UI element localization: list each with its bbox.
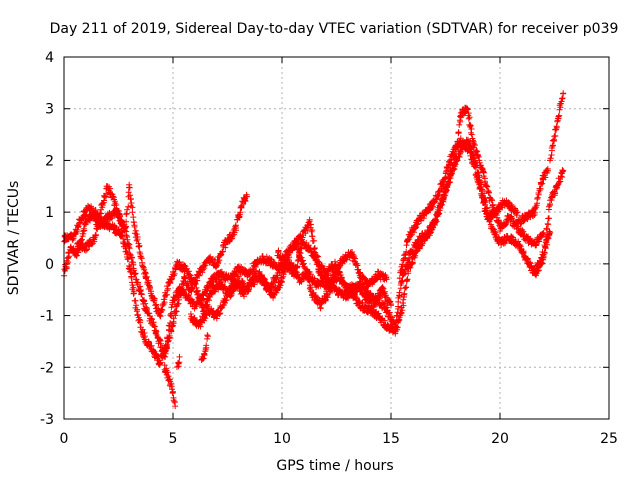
chart-title: Day 211 of 2019, Sidereal Day-to-day VTE…: [50, 21, 619, 37]
y-axis-label: SDTVAR / TECUs: [6, 181, 22, 296]
y-tick-label: -1: [40, 309, 54, 325]
y-tick-label: 1: [45, 205, 54, 221]
plot-frame: [63, 56, 610, 420]
x-axis-label: GPS time / hours: [276, 458, 393, 474]
y-tick-label: -3: [40, 412, 54, 428]
x-tick-label: 20: [491, 431, 509, 447]
y-tick-label: 4: [45, 50, 54, 66]
x-tick-label: 0: [60, 431, 69, 447]
x-tick-label: 15: [382, 431, 400, 447]
y-tick-label: 2: [45, 153, 54, 169]
x-tick-label: 25: [600, 431, 618, 447]
x-tick-label: 10: [273, 431, 291, 447]
y-tick-label: -2: [40, 360, 54, 376]
y-tick-label: 0: [45, 257, 54, 273]
x-tick-label: 5: [169, 431, 178, 447]
axis-ticks: 0 5 10 15 20 25 -3 -2 -1 0 1 2 3 4: [40, 50, 618, 447]
grid-lines: [64, 57, 609, 419]
y-tick-label: 3: [45, 102, 54, 118]
